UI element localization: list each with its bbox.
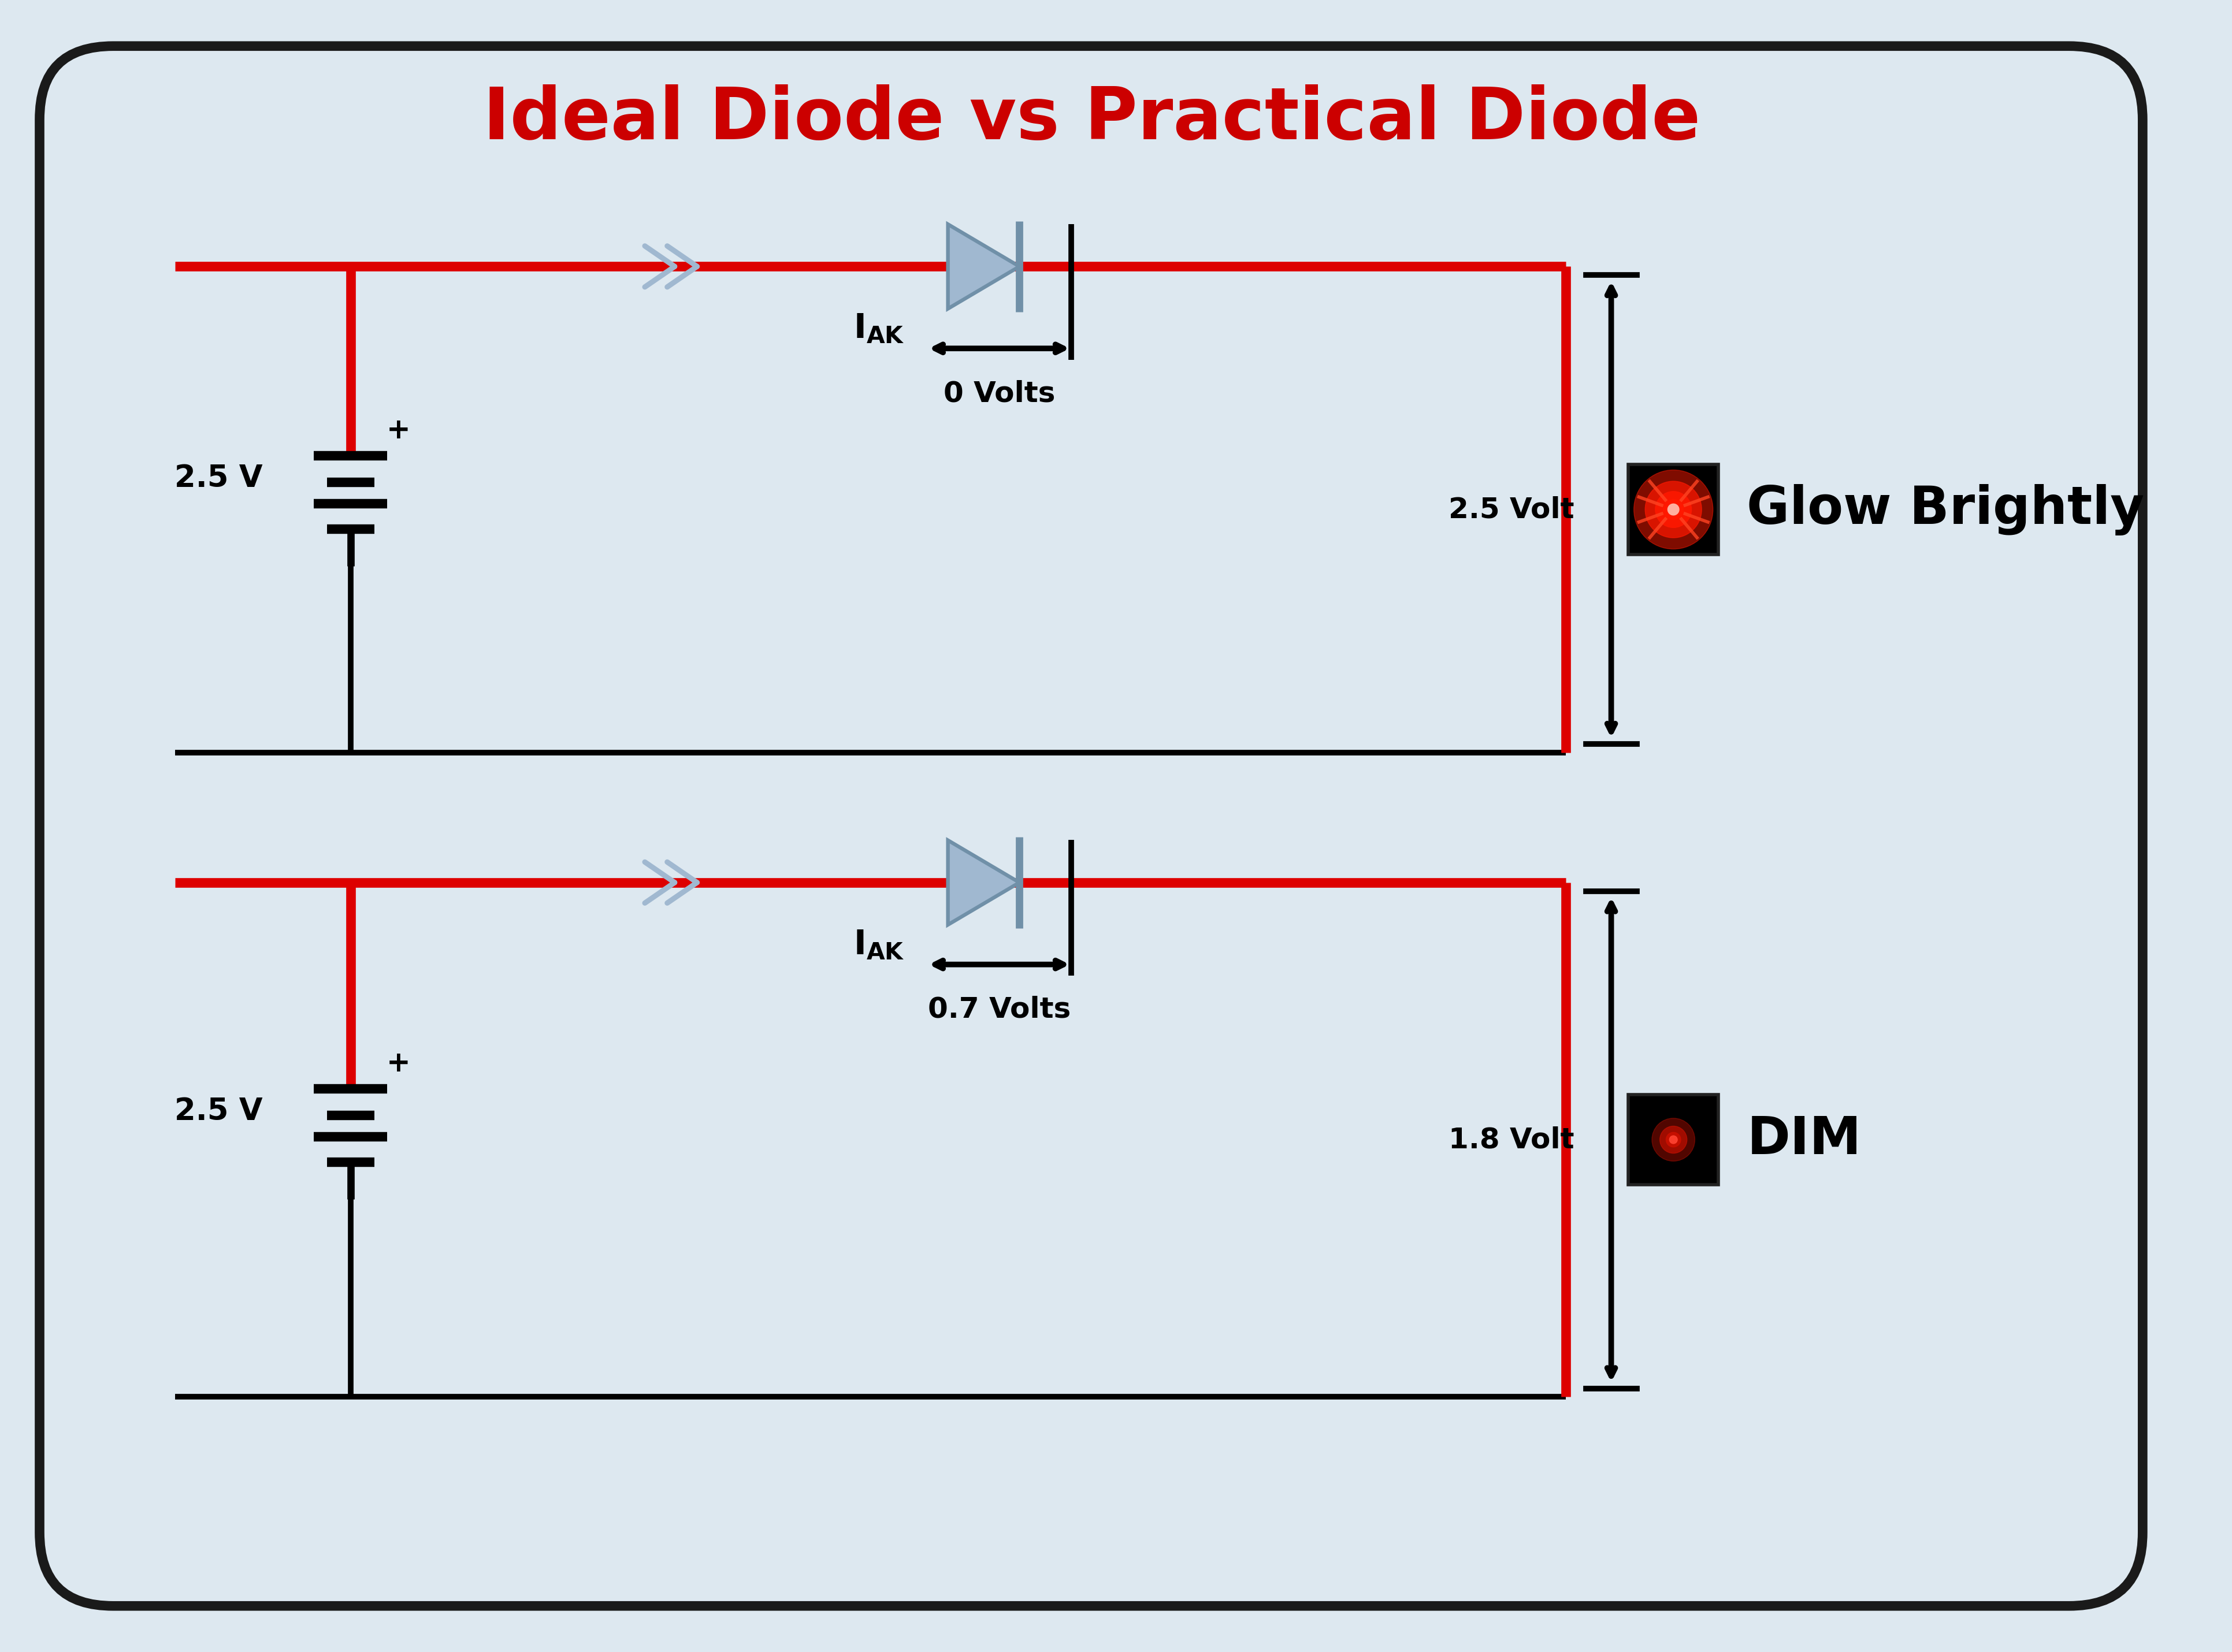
- FancyBboxPatch shape: [40, 46, 2143, 1606]
- Text: +: +: [386, 1049, 411, 1077]
- Text: Ideal Diode vs Practical Diode: Ideal Diode vs Practical Diode: [482, 84, 1701, 155]
- Text: +: +: [386, 416, 411, 444]
- Text: $\mathregular{I_{AK}}$: $\mathregular{I_{AK}}$: [853, 312, 904, 345]
- Circle shape: [1665, 1132, 1681, 1146]
- Text: 0.7 Volts: 0.7 Volts: [929, 996, 1071, 1023]
- Text: 1.8 Volt: 1.8 Volt: [1449, 1125, 1574, 1153]
- Circle shape: [1634, 469, 1712, 548]
- Circle shape: [1667, 504, 1678, 515]
- Text: 2.5 V: 2.5 V: [174, 464, 263, 494]
- Polygon shape: [949, 225, 1020, 309]
- Bar: [1627, 464, 1719, 555]
- Circle shape: [1652, 1118, 1694, 1161]
- Text: 2.5 Volt: 2.5 Volt: [1449, 496, 1574, 524]
- Circle shape: [1645, 481, 1701, 539]
- Text: 0 Volts: 0 Volts: [944, 380, 1056, 408]
- Text: 2.5 V: 2.5 V: [174, 1097, 263, 1127]
- Circle shape: [1656, 491, 1692, 527]
- Bar: [1627, 1095, 1719, 1184]
- Text: DIM: DIM: [1748, 1113, 1861, 1165]
- Circle shape: [1670, 1135, 1678, 1143]
- Circle shape: [1663, 499, 1683, 520]
- Polygon shape: [949, 841, 1020, 925]
- Text: Glow Brightly: Glow Brightly: [1748, 484, 2145, 535]
- Circle shape: [1661, 1127, 1687, 1153]
- Text: $\mathregular{I_{AK}}$: $\mathregular{I_{AK}}$: [853, 928, 904, 961]
